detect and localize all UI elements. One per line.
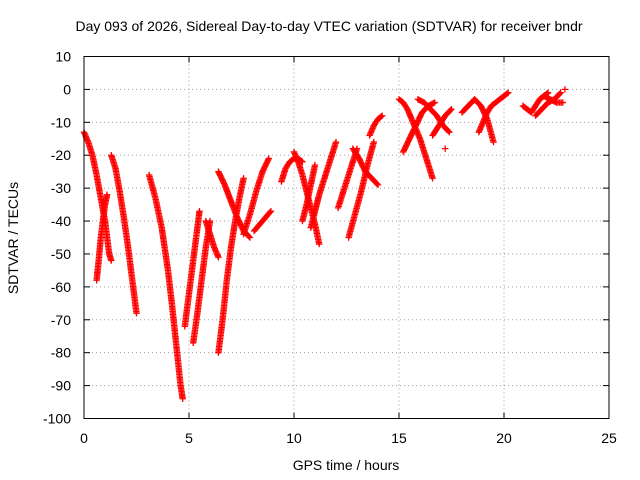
y-tick-label: -60 — [51, 279, 71, 295]
series-arc-23 — [429, 105, 455, 139]
x-tick-label: 15 — [391, 430, 407, 446]
series-arc-5 — [181, 207, 203, 330]
data-point — [267, 207, 275, 215]
series-arc-10 — [240, 155, 272, 238]
data-point — [431, 99, 438, 106]
data-point — [311, 161, 319, 169]
data-point — [374, 181, 382, 189]
x-tick-label: 5 — [185, 430, 193, 446]
data-point — [442, 145, 449, 152]
data-point — [240, 175, 247, 182]
data-point — [108, 257, 115, 264]
data-point — [559, 99, 566, 106]
data-point — [332, 138, 340, 146]
series-arc-7 — [202, 217, 222, 261]
y-tick-label: -80 — [51, 345, 71, 361]
y-tick-label: -30 — [51, 180, 71, 196]
series-arc-24 — [442, 145, 449, 152]
grid — [84, 56, 609, 419]
data-point — [103, 191, 111, 198]
data-point — [446, 128, 453, 136]
y-tick-label: -90 — [51, 378, 71, 394]
series-arc-30 — [561, 86, 569, 93]
data-point — [246, 234, 254, 241]
data-point — [445, 127, 452, 135]
data-point — [490, 138, 497, 146]
data-point — [196, 207, 203, 215]
x-tick-label: 25 — [601, 430, 617, 446]
series-arc-14 — [299, 161, 319, 225]
data-point — [245, 233, 253, 240]
data-point — [430, 100, 437, 107]
series-arc-20 — [395, 96, 436, 182]
y-tick-label: -40 — [51, 213, 71, 229]
series-arc-17 — [345, 138, 377, 241]
y-tick-label: 10 — [55, 49, 71, 65]
data-point — [429, 175, 436, 182]
data-point — [265, 155, 272, 162]
data-point — [552, 98, 559, 106]
data-point — [561, 86, 569, 93]
data-point — [505, 89, 512, 96]
y-tick-label: -20 — [51, 147, 71, 163]
series-arc-11 — [250, 207, 275, 235]
series-arc-15 — [307, 138, 340, 231]
y-tick-label: -10 — [51, 114, 71, 130]
plot-frame — [83, 56, 610, 419]
data-point — [316, 240, 323, 248]
series-arc-9 — [215, 168, 254, 241]
chart-title: Day 093 of 2026, Sidereal Day-to-day VTE… — [75, 18, 582, 34]
data-point — [373, 180, 381, 187]
y-tick-label: 0 — [63, 81, 71, 97]
data-point — [448, 105, 455, 113]
data-point — [179, 395, 186, 402]
x-tick-label: 10 — [286, 430, 302, 446]
data-points — [80, 86, 569, 402]
y-tick-label: -50 — [51, 246, 71, 262]
data-point — [503, 90, 511, 97]
data-point — [377, 113, 385, 120]
data-point — [556, 90, 563, 97]
data-point — [557, 89, 564, 96]
y-axis-label: SDTVAR / TECUs — [5, 182, 21, 294]
axis-ticks: 0 5 10 15 20 25 10 0 -10 -20 -30 -40 -50 -60 -70 -80 -90… — [43, 49, 617, 447]
y-tick-label: -70 — [51, 312, 71, 328]
series-arc-3 — [108, 152, 140, 317]
series-arc-18 — [349, 145, 382, 189]
series-arc-22 — [414, 96, 453, 136]
data-point — [215, 254, 222, 261]
data-point — [133, 309, 140, 317]
x-tick-label: 20 — [496, 430, 512, 446]
series-arc-29 — [540, 92, 566, 106]
series-arc-2 — [93, 191, 111, 284]
series-arc-6 — [190, 217, 214, 347]
series-arc-26 — [475, 89, 512, 136]
x-axis-label: GPS time / hours — [293, 457, 400, 473]
series-arc-19 — [366, 112, 386, 139]
data-point — [266, 209, 274, 216]
series-arc-16 — [334, 145, 361, 212]
data-point — [379, 112, 386, 119]
data-point — [370, 138, 377, 146]
y-tick-label: -100 — [43, 411, 71, 427]
x-tick-label: 0 — [80, 430, 88, 446]
series-arc-4 — [145, 171, 186, 402]
data-point — [447, 107, 454, 114]
